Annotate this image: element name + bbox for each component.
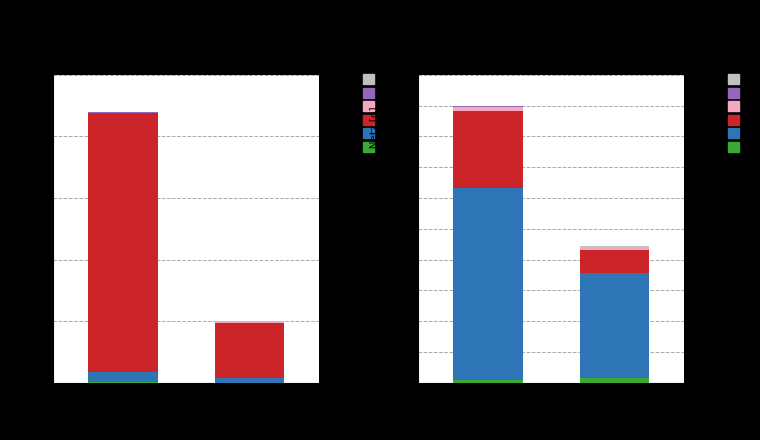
Text: Pelagial Abundanz: Pelagial Abundanz (53, 58, 176, 71)
Bar (88, 113, 158, 372)
Bar (579, 247, 649, 250)
Bar (453, 107, 523, 111)
Bar (579, 273, 649, 378)
Bar (453, 111, 523, 188)
Bar (579, 250, 649, 273)
Bar (453, 188, 523, 381)
Legend: Sonstige, Laube/Ukelei, Seesaibling, Stichling, Felchen, Barsch: Sonstige, Laube/Ukelei, Seesaibling, Sti… (363, 74, 460, 153)
Bar (214, 323, 284, 378)
Text: Pelagial Biomasse: Pelagial Biomasse (418, 58, 538, 71)
Bar (88, 112, 158, 113)
Bar (579, 246, 649, 247)
Legend: Sonstige, Laube/Ukelei, Seesaibling, Stichling, Felchen, Barsch: Sonstige, Laube/Ukelei, Seesaibling, Sti… (727, 74, 760, 153)
Bar (214, 378, 284, 382)
Y-axis label: Durchschnittlicher Biomasseanteil pro Netz [g]: Durchschnittlicher Biomasseanteil pro Ne… (370, 106, 380, 351)
Bar (214, 321, 284, 322)
Bar (214, 322, 284, 323)
Y-axis label: Durchschnittliche Individuenzahl pro Netz: Durchschnittliche Individuenzahl pro Net… (13, 120, 23, 338)
Bar (453, 106, 523, 107)
Bar (88, 372, 158, 382)
Bar (579, 378, 649, 383)
Bar (453, 381, 523, 383)
